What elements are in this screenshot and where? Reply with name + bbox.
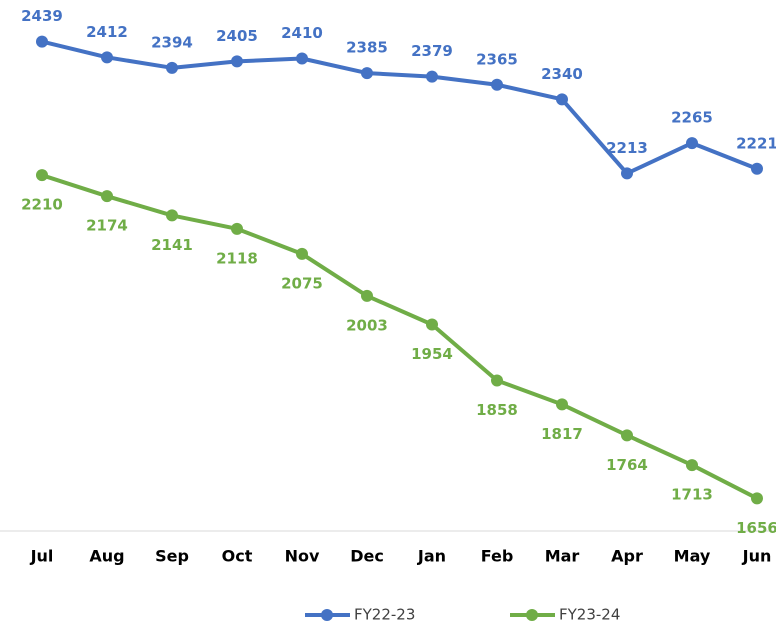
data-label: 2405	[216, 27, 258, 45]
data-point	[426, 70, 438, 83]
data-label: 2141	[151, 236, 193, 254]
x-tick-label: Feb	[481, 547, 514, 566]
x-tick-label: Jun	[742, 547, 772, 566]
x-tick-label: Mar	[545, 547, 580, 566]
data-label: 1656	[736, 519, 776, 537]
data-label: 2213	[606, 139, 648, 157]
data-label: 1817	[541, 425, 583, 443]
x-tick-label: Jul	[30, 547, 54, 566]
data-point	[296, 52, 308, 65]
data-point	[231, 55, 243, 68]
legend-label: FY23-24	[559, 606, 620, 624]
data-point	[686, 459, 698, 472]
data-label: 2340	[541, 65, 583, 83]
data-point	[621, 167, 633, 180]
data-label: 1858	[476, 401, 518, 419]
legend-label: FY22-23	[354, 606, 415, 624]
data-point	[36, 35, 48, 48]
data-point	[361, 67, 373, 80]
data-label: 1713	[671, 486, 713, 504]
data-label: 2379	[411, 42, 453, 60]
data-point	[556, 93, 568, 106]
x-tick-label: Sep	[155, 547, 189, 566]
x-tick-label: Aug	[89, 547, 124, 566]
data-point	[556, 398, 568, 411]
x-tick-label: Dec	[350, 547, 384, 566]
data-point	[361, 289, 373, 302]
legend-marker	[321, 609, 333, 621]
data-label: 2365	[476, 50, 518, 68]
series-line	[41, 173, 758, 501]
data-point	[101, 51, 113, 64]
data-label: 2174	[86, 217, 128, 235]
data-label: 2265	[671, 109, 713, 127]
data-point	[166, 209, 178, 222]
legend-marker	[526, 609, 538, 621]
x-tick-label: Jan	[417, 547, 446, 566]
data-label: 2221	[736, 134, 776, 152]
data-point	[751, 492, 763, 505]
data-label: 2210	[21, 196, 63, 214]
data-point	[166, 61, 178, 74]
data-point	[686, 137, 698, 150]
data-label: 2412	[86, 23, 128, 41]
data-point	[231, 222, 243, 235]
data-label: 2394	[151, 33, 193, 51]
data-point	[491, 78, 503, 91]
data-point	[36, 169, 48, 182]
data-label: 2439	[21, 7, 63, 25]
data-label: 2385	[346, 39, 388, 57]
data-point	[491, 374, 503, 387]
data-label: 2075	[281, 274, 323, 292]
data-label: 2410	[281, 24, 323, 42]
data-point	[621, 429, 633, 442]
data-point	[426, 318, 438, 331]
data-label: 2118	[216, 249, 258, 267]
x-tick-label: Nov	[285, 547, 320, 566]
data-label: 1764	[606, 456, 648, 474]
data-label: 1954	[411, 345, 453, 363]
x-tick-label: Apr	[611, 547, 643, 566]
series-line	[41, 39, 758, 176]
data-point	[101, 190, 113, 203]
data-point	[751, 162, 763, 175]
x-tick-label: May	[674, 547, 711, 566]
data-label: 2003	[346, 316, 388, 334]
data-point	[296, 247, 308, 260]
x-tick-label: Oct	[222, 547, 253, 566]
